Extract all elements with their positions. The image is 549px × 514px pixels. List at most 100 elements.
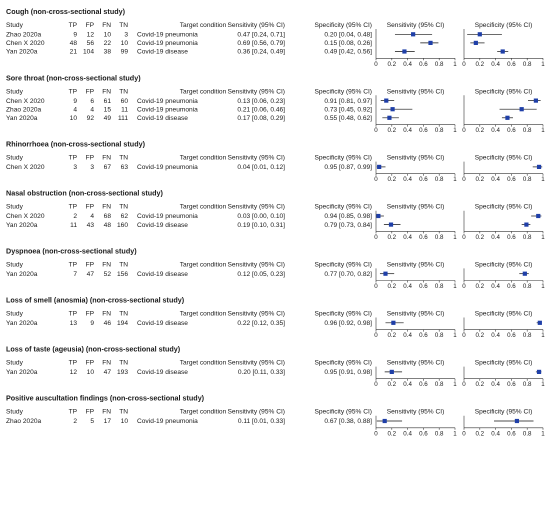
- specificity-axis-tick-label: 0.2: [475, 381, 484, 388]
- specificity-axis-tick-label: 0.8: [523, 381, 532, 388]
- column-header-fp: FP: [86, 261, 95, 268]
- column-header-sensitivity: Sensitivity (95% CI): [227, 360, 285, 367]
- sensitivity-value: 0.17 [0.08, 0.29]: [237, 115, 285, 122]
- target-condition: Covid-19 pneumonia: [137, 418, 198, 425]
- tp-value: 21: [70, 49, 78, 56]
- fn-value: 17: [104, 418, 112, 425]
- tn-value: 10: [121, 418, 129, 425]
- sensitivity-axis-tick-label: 0.4: [403, 234, 412, 241]
- column-header-fp: FP: [86, 88, 95, 95]
- sensitivity-axis-tick-label: 0.8: [435, 61, 444, 68]
- sensitivity-axis-tick-label: 0.4: [403, 127, 412, 134]
- sensitivity-value: 0.20 [0.11, 0.33]: [238, 369, 285, 376]
- specificity-axis-tick-label: 0.6: [507, 283, 516, 290]
- column-header-fp: FP: [86, 360, 95, 367]
- tn-value: 11: [121, 106, 128, 113]
- sensitivity-value: 0.12 [0.05, 0.23]: [237, 271, 285, 278]
- sensitivity-axis-tick-label: 0: [374, 234, 378, 241]
- fp-value: 47: [87, 271, 95, 278]
- specificity-point-estimate: [537, 320, 542, 325]
- section-title: Loss of taste (ageusia) (non-cross-secti…: [6, 345, 181, 354]
- sensitivity-axis-tick-label: 0.8: [435, 283, 444, 290]
- specificity-axis-tick-label: 1: [541, 332, 545, 339]
- column-header-fn: FN: [102, 155, 111, 162]
- tp-value: 13: [70, 320, 78, 327]
- tp-value: 11: [70, 222, 77, 229]
- fp-value: 5: [90, 418, 94, 425]
- specificity-axis-tick-label: 0.6: [507, 61, 516, 68]
- column-header-tp: TP: [69, 311, 78, 318]
- specificity-axis-tick-label: 1: [541, 283, 545, 290]
- column-header-sensitivity: Sensitivity (95% CI): [227, 261, 285, 268]
- column-header-fp: FP: [86, 204, 95, 211]
- specificity-axis-tick-label: 0.4: [491, 332, 500, 339]
- specificity-point-estimate: [536, 369, 542, 374]
- column-header-target-condition: Target condition: [180, 204, 227, 211]
- specificity-axis-tick-label: 0.4: [491, 176, 500, 183]
- column-header-specificity: Specificity (95% CI): [314, 88, 372, 95]
- column-header-specificity: Specificity (95% CI): [314, 204, 372, 211]
- tn-value: 3: [124, 32, 128, 39]
- specificity-value: 0.95 [0.91, 0.98]: [324, 369, 372, 376]
- column-header-target-condition: Target condition: [180, 360, 227, 367]
- sensitivity-axis-tick-label: 0.4: [403, 176, 412, 183]
- specificity-axis-tick-label: 0.6: [507, 332, 516, 339]
- sensitivity-value: 0.03 [0.00, 0.10]: [237, 213, 285, 220]
- column-header-sensitivity: Sensitivity (95% CI): [227, 311, 285, 318]
- sensitivity-point-estimate: [387, 115, 392, 120]
- section-title: Dyspnoea (non-cross-sectional study): [6, 246, 137, 255]
- column-header-specificity: Specificity (95% CI): [314, 360, 372, 367]
- specificity-axis-tick-label: 0.8: [523, 127, 532, 134]
- column-header-study: Study: [6, 360, 24, 367]
- study-name: Zhao 2020a: [6, 418, 42, 425]
- specificity-axis-tick-label: 0.6: [507, 430, 516, 437]
- specificity-value: 0.20 [0.04, 0.48]: [324, 32, 372, 39]
- sensitivity-axis-tick-label: 0.6: [419, 332, 428, 339]
- column-header-fp: FP: [86, 311, 95, 318]
- sensitivity-axis-tick-label: 0: [374, 381, 378, 388]
- specificity-axis-tick-label: 0.8: [523, 332, 532, 339]
- specificity-value: 0.15 [0.08, 0.26]: [324, 40, 372, 47]
- target-condition: Covid-19 pneumonia: [137, 32, 198, 39]
- fp-value: 10: [87, 369, 95, 376]
- sensitivity-axis-tick-label: 0.4: [403, 430, 412, 437]
- sensitivity-value: 0.21 [0.06, 0.46]: [237, 106, 285, 113]
- column-header-tn: TN: [119, 261, 128, 268]
- specificity-point-estimate: [500, 49, 505, 54]
- specificity-axis-tick-label: 1: [541, 430, 545, 437]
- specificity-axis-tick-label: 0.4: [491, 127, 500, 134]
- column-header-target-condition: Target condition: [180, 409, 227, 416]
- specificity-point-estimate: [536, 164, 542, 169]
- sensitivity-point-estimate: [383, 271, 388, 276]
- fp-value: 6: [90, 98, 94, 105]
- tn-value: 194: [117, 320, 128, 327]
- tn-value: 160: [117, 222, 128, 229]
- sensitivity-axis-tick-label: 1: [453, 127, 457, 134]
- study-name: Zhao 2020a: [6, 32, 42, 39]
- specificity-value: 0.49 [0.42, 0.56]: [324, 49, 372, 56]
- column-header-fn: FN: [102, 360, 111, 367]
- panel-header-specificity: Specificity (95% CI): [475, 22, 533, 29]
- specificity-point-estimate: [477, 32, 482, 37]
- sensitivity-axis-tick-label: 0.6: [419, 127, 428, 134]
- specificity-point-estimate: [533, 98, 538, 103]
- specificity-value: 0.77 [0.70, 0.82]: [324, 271, 372, 278]
- sensitivity-axis-tick-label: 0.2: [387, 176, 396, 183]
- specificity-axis-tick-label: 0: [462, 176, 466, 183]
- sensitivity-value: 0.69 [0.56, 0.79]: [237, 40, 285, 47]
- column-header-specificity: Specificity (95% CI): [314, 311, 372, 318]
- column-header-target-condition: Target condition: [180, 22, 227, 29]
- column-header-tp: TP: [69, 155, 78, 162]
- tn-value: 60: [121, 98, 129, 105]
- sensitivity-axis-tick-label: 0: [374, 430, 378, 437]
- study-name: Yan 2020a: [6, 369, 38, 376]
- column-header-tp: TP: [69, 204, 78, 211]
- sensitivity-axis-tick-label: 0.8: [435, 430, 444, 437]
- section-title: Sore throat (non-cross-sectional study): [6, 73, 141, 82]
- column-header-fn: FN: [102, 204, 111, 211]
- column-header-specificity: Specificity (95% CI): [314, 261, 372, 268]
- sensitivity-axis-tick-label: 0.4: [403, 332, 412, 339]
- sensitivity-point-estimate: [384, 98, 389, 103]
- section-title: Nasal obstruction (non-cross-sectional s…: [6, 189, 164, 198]
- sensitivity-axis-tick-label: 0.2: [387, 61, 396, 68]
